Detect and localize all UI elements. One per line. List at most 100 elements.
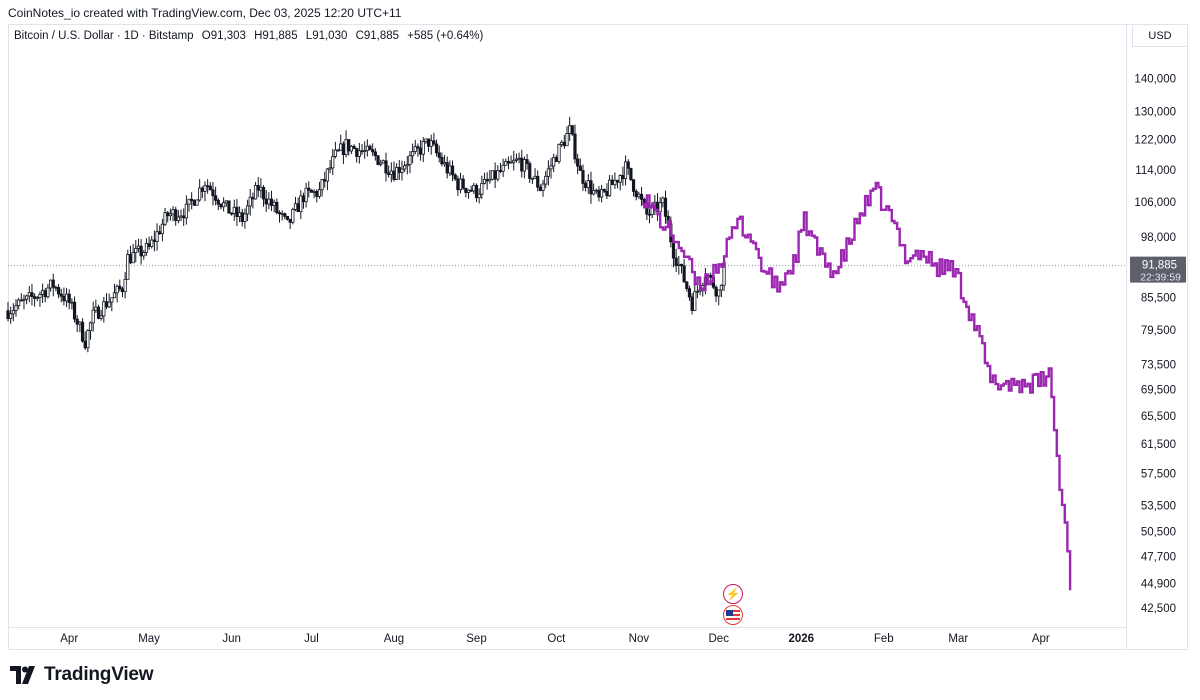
candle-body (413, 146, 417, 152)
candle-body (11, 310, 15, 315)
candle-body (139, 245, 143, 257)
candle-body (179, 215, 183, 218)
candle-body (573, 133, 577, 160)
candle-series (6, 116, 726, 353)
symbol-name: Bitcoin / U.S. Dollar · 1D · Bitstamp (14, 30, 194, 42)
candle-body (403, 165, 407, 170)
candle-body (682, 265, 686, 283)
candle-body (488, 178, 492, 182)
price-tick-label: 69,500 (1141, 385, 1176, 397)
lightning-event-icon[interactable]: ⚡ (723, 584, 743, 604)
candle-body (592, 190, 596, 195)
candle-body (158, 231, 162, 235)
tradingview-logo-icon (10, 666, 35, 684)
candle-body (142, 251, 146, 257)
candle-body (56, 287, 61, 295)
candle-body (658, 202, 662, 213)
last-price-badge (1130, 256, 1186, 283)
candle-body (187, 198, 191, 205)
price-tick-label: 50,500 (1141, 526, 1176, 538)
candle-body (626, 161, 630, 169)
candle-body (283, 213, 287, 217)
ohlc-open: O91,303 (201, 30, 246, 42)
candle-body (698, 289, 702, 292)
candle-body (424, 138, 428, 142)
candle-body (437, 152, 441, 158)
candle-body (544, 175, 548, 185)
candle-body (312, 190, 316, 193)
price-tick-label: 53,500 (1141, 501, 1176, 513)
candle-body (70, 301, 74, 304)
candle-body (610, 179, 614, 186)
time-tick-label: Mar (948, 633, 968, 645)
chart-frame[interactable] (8, 24, 1188, 650)
candle-body (408, 155, 412, 166)
last-price-value: 91,885 (1142, 260, 1177, 272)
candle-body (506, 161, 511, 164)
candle-body (227, 200, 231, 214)
candle-body (557, 143, 561, 162)
candle-body (102, 301, 106, 317)
candle-body (22, 298, 26, 301)
currency-button[interactable]: USD (1132, 26, 1187, 47)
price-tick-label: 114,000 (1135, 165, 1176, 177)
candle-body (211, 189, 215, 197)
candle-body (629, 167, 633, 181)
candle-body (639, 193, 644, 200)
candle-body (269, 198, 274, 206)
candle-body (256, 185, 260, 191)
candle-body (245, 205, 250, 215)
candle-body (19, 299, 23, 302)
candle-body (307, 187, 311, 191)
candle-body (168, 213, 172, 217)
candle-body (514, 158, 519, 161)
candle-body (663, 197, 668, 217)
candle-body (264, 198, 268, 205)
tradingview-logo[interactable]: TradingView (10, 664, 154, 686)
candle-body (104, 301, 109, 308)
candle-body (448, 165, 452, 174)
candle-body (432, 140, 436, 145)
candle-body (317, 189, 322, 197)
candle-body (30, 292, 34, 297)
price-axis-separator (1126, 24, 1127, 650)
candle-body (94, 306, 98, 311)
candle-body (131, 252, 135, 264)
candle-body (155, 231, 159, 242)
candle-body (62, 295, 66, 302)
candle-body (597, 189, 601, 198)
candle-body (152, 239, 157, 242)
candle-body (198, 187, 202, 201)
candle-body (685, 281, 689, 290)
candle-body (224, 200, 228, 204)
candle-body (291, 209, 295, 223)
candle-body (421, 141, 425, 155)
time-tick-label: Aug (384, 633, 404, 645)
symbol-legend[interactable]: Bitcoin / U.S. Dollar · 1D · Bitstamp O9… (14, 30, 488, 42)
candle-body (182, 215, 186, 219)
projection-line (641, 181, 1072, 591)
candle-body (41, 290, 45, 295)
candle-body (464, 187, 468, 193)
candle-body (371, 149, 375, 153)
candle-body (671, 241, 676, 259)
candle-body (528, 163, 532, 179)
us-flag-event-icon[interactable] (723, 605, 743, 625)
candle-body (123, 278, 127, 293)
price-tick-label: 79,500 (1141, 325, 1176, 337)
candle-body (509, 161, 513, 164)
candle-body (418, 147, 423, 155)
candle-body (525, 159, 529, 164)
candle-body (546, 168, 550, 177)
candle-body (35, 297, 39, 299)
candle-body (389, 170, 393, 175)
candle-body (552, 157, 556, 167)
candle-body (355, 148, 359, 157)
candle-body (642, 198, 646, 204)
candle-body (560, 141, 564, 145)
candle-body (490, 170, 495, 180)
candle-body (219, 203, 223, 208)
time-axis: Apr May Jun Jul Aug Sep Oct Nov Dec 2026 Feb Mar Apr (60, 633, 1050, 645)
candle-body (554, 157, 558, 162)
